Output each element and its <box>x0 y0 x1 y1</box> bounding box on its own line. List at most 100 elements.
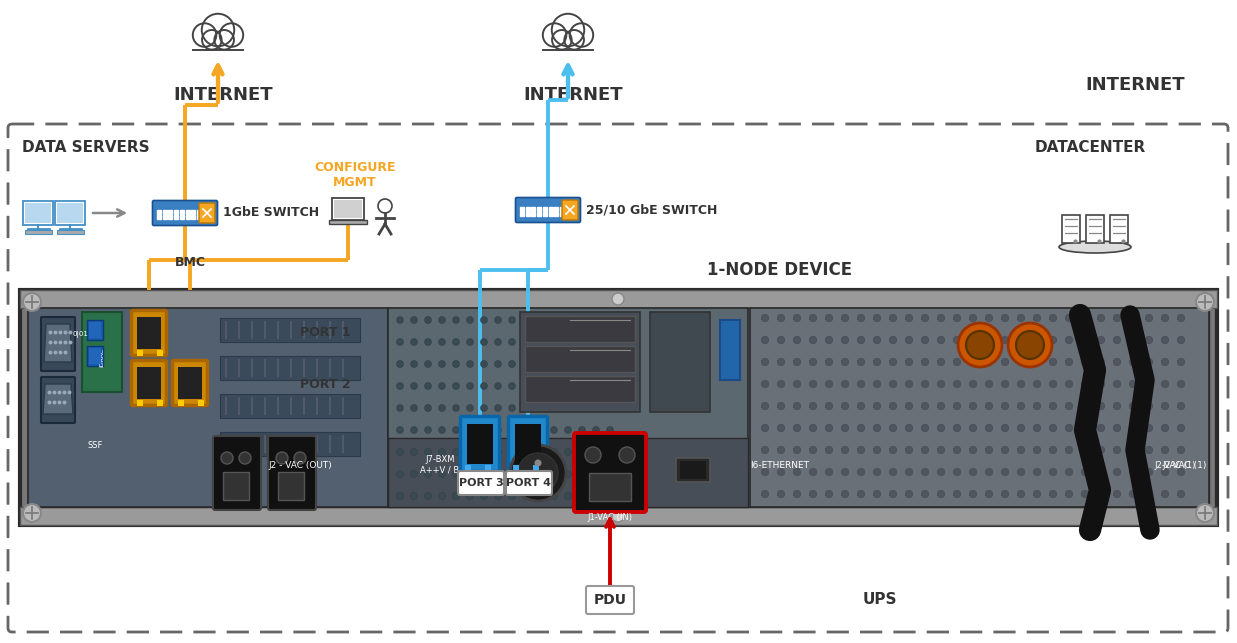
Circle shape <box>397 383 403 390</box>
Circle shape <box>1065 358 1072 366</box>
Circle shape <box>793 403 800 410</box>
Circle shape <box>793 358 800 366</box>
Circle shape <box>1033 336 1040 344</box>
Circle shape <box>522 383 529 390</box>
Circle shape <box>970 336 977 344</box>
Circle shape <box>1081 314 1089 322</box>
Circle shape <box>1178 380 1185 388</box>
Circle shape <box>1162 403 1169 410</box>
Circle shape <box>873 403 881 410</box>
Circle shape <box>985 446 993 454</box>
Circle shape <box>1081 358 1089 366</box>
Bar <box>223 472 249 500</box>
Circle shape <box>1097 446 1105 454</box>
Circle shape <box>550 404 558 412</box>
Circle shape <box>202 14 234 46</box>
Circle shape <box>495 316 501 323</box>
Circle shape <box>970 358 977 366</box>
Circle shape <box>954 336 961 344</box>
Text: J2-VAC (1): J2-VAC (1) <box>1154 460 1196 469</box>
Bar <box>25 230 52 234</box>
Circle shape <box>508 426 516 433</box>
Circle shape <box>1162 380 1169 388</box>
Circle shape <box>593 316 600 323</box>
Circle shape <box>438 383 445 390</box>
Circle shape <box>411 361 418 368</box>
Circle shape <box>905 336 913 344</box>
Circle shape <box>1145 403 1153 410</box>
Circle shape <box>1097 424 1105 432</box>
Circle shape <box>552 14 584 46</box>
Bar <box>720 320 740 380</box>
Circle shape <box>534 460 542 467</box>
Circle shape <box>1145 314 1153 322</box>
Circle shape <box>841 380 849 388</box>
Circle shape <box>1097 490 1105 498</box>
Circle shape <box>922 314 929 322</box>
Text: I6-ETHERNET: I6-ETHERNET <box>751 460 809 469</box>
Circle shape <box>922 424 929 432</box>
Circle shape <box>564 316 571 323</box>
Circle shape <box>905 314 913 322</box>
Circle shape <box>1081 424 1089 432</box>
Circle shape <box>809 424 816 432</box>
Circle shape <box>793 446 800 454</box>
Circle shape <box>1162 424 1169 432</box>
Circle shape <box>438 316 445 323</box>
Circle shape <box>938 446 945 454</box>
Bar <box>178 367 202 399</box>
Circle shape <box>954 403 961 410</box>
Text: UPS: UPS <box>862 592 897 608</box>
Circle shape <box>985 380 993 388</box>
Circle shape <box>1145 336 1153 344</box>
Circle shape <box>480 449 487 455</box>
Circle shape <box>411 316 418 323</box>
Circle shape <box>508 316 516 323</box>
Circle shape <box>777 490 784 498</box>
Circle shape <box>889 358 897 366</box>
Circle shape <box>825 424 833 432</box>
Circle shape <box>193 23 216 47</box>
Circle shape <box>809 336 816 344</box>
Circle shape <box>606 493 614 500</box>
Circle shape <box>841 490 849 498</box>
Circle shape <box>276 452 288 464</box>
Circle shape <box>411 493 418 500</box>
Circle shape <box>1145 490 1153 498</box>
Bar <box>1086 215 1103 243</box>
Circle shape <box>1049 424 1056 432</box>
Circle shape <box>761 468 769 476</box>
Circle shape <box>593 404 600 412</box>
Circle shape <box>593 493 600 500</box>
Circle shape <box>1065 424 1072 432</box>
Circle shape <box>1017 314 1024 322</box>
Circle shape <box>1178 358 1185 366</box>
Circle shape <box>537 426 543 433</box>
Circle shape <box>938 403 945 410</box>
Circle shape <box>537 361 543 368</box>
Circle shape <box>1065 314 1072 322</box>
Circle shape <box>954 314 961 322</box>
Circle shape <box>1129 358 1137 366</box>
Circle shape <box>1178 468 1185 476</box>
Circle shape <box>1113 403 1121 410</box>
Circle shape <box>1129 424 1137 432</box>
FancyBboxPatch shape <box>574 433 646 512</box>
FancyBboxPatch shape <box>268 436 315 510</box>
Circle shape <box>1113 490 1121 498</box>
Circle shape <box>1001 403 1009 410</box>
Circle shape <box>1001 424 1009 432</box>
Circle shape <box>1129 490 1137 498</box>
FancyBboxPatch shape <box>458 471 503 495</box>
Circle shape <box>873 490 881 498</box>
Circle shape <box>466 404 474 412</box>
Circle shape <box>985 424 993 432</box>
Circle shape <box>508 493 516 500</box>
Circle shape <box>1017 380 1024 388</box>
Circle shape <box>1008 323 1051 367</box>
Circle shape <box>397 493 403 500</box>
Circle shape <box>873 446 881 454</box>
Circle shape <box>922 403 929 410</box>
Circle shape <box>593 426 600 433</box>
Circle shape <box>453 338 459 345</box>
